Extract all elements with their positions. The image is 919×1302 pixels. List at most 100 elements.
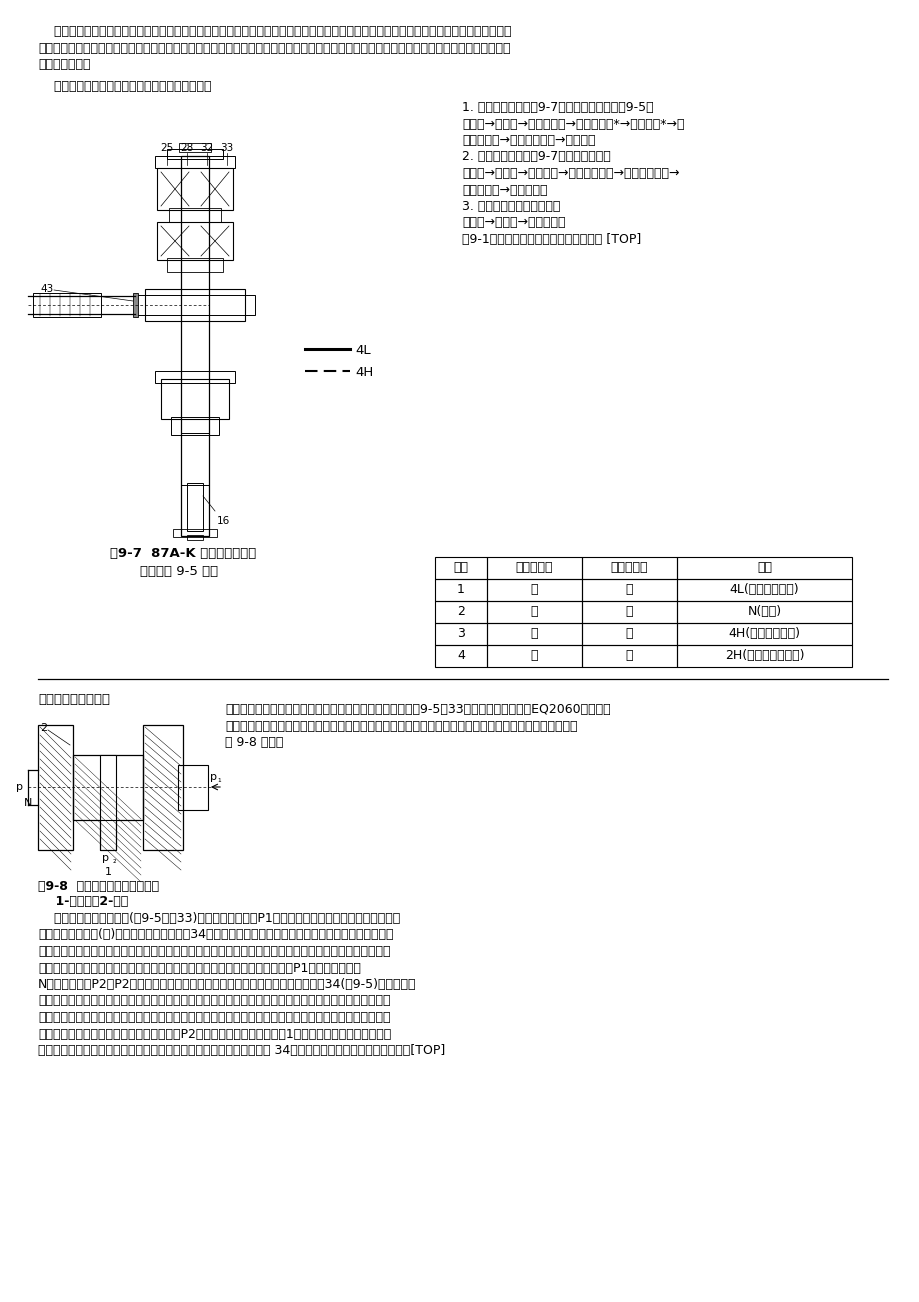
Bar xyxy=(676,622,851,644)
Bar xyxy=(582,644,676,667)
Bar xyxy=(435,622,486,644)
Text: 1. 四轮低速时（见图9-7中粗线所示标号同图9-5）: 1. 四轮低速时（见图9-7中粗线所示标号同图9-5） xyxy=(461,102,652,115)
Bar xyxy=(676,557,851,579)
Text: 1-接合套；2-锁销: 1-接合套；2-锁销 xyxy=(38,894,128,907)
Text: 4H: 4H xyxy=(355,366,373,379)
Text: N(空档): N(空档) xyxy=(746,605,781,618)
Text: 4H(四轮高速驱动): 4H(四轮高速驱动) xyxy=(728,628,800,641)
Bar xyxy=(582,579,676,602)
Text: 同步器位置: 同步器位置 xyxy=(610,561,648,574)
Text: 图9-7  87A-K 分动器传动路线: 图9-7 87A-K 分动器传动路线 xyxy=(110,547,256,560)
Text: 16: 16 xyxy=(217,516,230,526)
Bar xyxy=(486,602,582,622)
Bar xyxy=(142,725,183,850)
Text: 4L: 4L xyxy=(355,344,370,357)
Text: 中: 中 xyxy=(530,605,538,618)
Text: p: p xyxy=(210,772,217,783)
Text: 同步器为惯性锁销式。它是惯性同步器的一种，其结构如图9-5中33所示，其结构类同于EQ2060变速器的: 同步器为惯性锁销式。它是惯性同步器的一种，其结构如图9-5中33所示，其结构类同… xyxy=(225,703,610,716)
Bar xyxy=(179,143,210,152)
Bar xyxy=(38,725,73,850)
Bar xyxy=(167,148,222,159)
Bar xyxy=(100,820,116,850)
Text: 档位: 档位 xyxy=(756,561,771,574)
Text: 43: 43 xyxy=(40,284,53,294)
Text: 中间轴齿轮→前输出轴。: 中间轴齿轮→前输出轴。 xyxy=(461,184,547,197)
Bar xyxy=(486,557,582,579)
Text: 同步器。主要区别在于它只有一个锥环和一个锥盘，只有向后单向同步作用，向前为分离状态。其工作原理: 同步器。主要区别在于它只有一个锥环和一个锥盘，只有向后单向同步作用，向前为分离状… xyxy=(225,720,577,733)
Text: 同步过程为：当接合套(图9-5中，33)受到拨叉轴向推力P1作用时，通过定位销，推动接合套右侧: 同步过程为：当接合套(图9-5中，33)受到拨叉轴向推力P1作用时，通过定位销，… xyxy=(38,911,400,924)
Bar xyxy=(145,289,244,322)
Bar xyxy=(435,579,486,602)
Bar xyxy=(169,208,221,223)
Bar xyxy=(676,644,851,667)
Text: 轮驱动齿轮→惯性式同步器→后输出轴: 轮驱动齿轮→惯性式同步器→后输出轴 xyxy=(461,134,595,147)
Text: 输入轴→套合器→后输出轴。: 输入轴→套合器→后输出轴。 xyxy=(461,216,565,229)
Text: 表9-1：结合套和同步器配合的四种工况 [TOP]: 表9-1：结合套和同步器配合的四种工况 [TOP] xyxy=(461,233,641,246)
Bar xyxy=(171,417,219,435)
Text: 后: 后 xyxy=(625,605,632,618)
Bar xyxy=(582,557,676,579)
Bar xyxy=(177,766,208,810)
Text: 后: 后 xyxy=(625,628,632,641)
Bar xyxy=(135,296,255,315)
Bar xyxy=(73,755,142,820)
Text: 分动器两轮或四轮驱动时扭矩的传递路线如下：: 分动器两轮或四轮驱动时扭矩的传递路线如下： xyxy=(38,81,211,94)
Bar xyxy=(187,535,203,540)
Bar xyxy=(161,379,229,419)
Text: 的摩擦锥环，向后(右)移动，使这与摩擦锥盘34接触。具有转速差的摩擦锥环与摩擦锥盘一经接触，由于: 的摩擦锥环，向后(右)移动，使这与摩擦锥盘34接触。具有转速差的摩擦锥环与摩擦锥… xyxy=(38,928,393,941)
Text: 前: 前 xyxy=(625,648,632,661)
Bar xyxy=(435,602,486,622)
Text: 前: 前 xyxy=(530,583,538,596)
Bar xyxy=(167,258,222,272)
Bar xyxy=(582,602,676,622)
Text: 2: 2 xyxy=(40,723,47,733)
Text: 2H(两轮高速档驱动): 2H(两轮高速档驱动) xyxy=(724,648,803,661)
Text: 4: 4 xyxy=(457,648,464,661)
Text: 3: 3 xyxy=(457,628,464,641)
Text: 情况: 情况 xyxy=(453,561,468,574)
Text: 接合套位置: 接合套位置 xyxy=(516,561,552,574)
Text: 1: 1 xyxy=(457,583,464,596)
Text: 32: 32 xyxy=(200,143,213,154)
Text: 后: 后 xyxy=(530,648,538,661)
Text: 后: 后 xyxy=(530,628,538,641)
Text: 套及其有关机件减速，便产生一个与旋转方向相同的惯性力矩，此惯性力矩，通过摩擦锥面以及摩擦力矩的: 套及其有关机件减速，便产生一个与旋转方向相同的惯性力矩，此惯性力矩，通过摩擦锥面… xyxy=(38,995,390,1008)
Text: 3. 两轮驱动（只有高速档）: 3. 两轮驱动（只有高速档） xyxy=(461,201,560,214)
Bar xyxy=(154,371,234,383)
Text: 输出轴→套合器→后输出轴→惯性式同步器→四轮驱动齿轮→: 输出轴→套合器→后输出轴→惯性式同步器→四轮驱动齿轮→ xyxy=(461,167,679,180)
Text: p: p xyxy=(16,783,23,792)
Bar xyxy=(486,579,582,602)
Text: N: N xyxy=(24,798,32,809)
Bar xyxy=(181,156,209,536)
Text: 2: 2 xyxy=(457,605,464,618)
Text: ₂: ₂ xyxy=(113,855,117,865)
Bar xyxy=(157,223,233,260)
Text: 件，换档困难。: 件，换档困难。 xyxy=(38,59,90,72)
Text: 形式传递到锁销上，阻止接合套相对锁销后移，从而防止了在同步之前接合套与齿圈进入啮合，引起冲击。: 形式传递到锁销上，阻止接合套相对锁销后移，从而防止了在同步之前接合套与齿圈进入啮… xyxy=(38,1010,390,1023)
Text: 图 9-8 所示。: 图 9-8 所示。 xyxy=(225,736,283,749)
Text: 四轮驱动工况的变换。由于高低档是采用接合套变换，因此必须在车辆完全静止时进行。否则，会产生强烈套合器冲击及噪声，甚至损坏有关另: 四轮驱动工况的变换。由于高低档是采用接合套变换，因此必须在车辆完全静止时进行。否… xyxy=(38,42,510,55)
Bar xyxy=(133,293,138,316)
Bar xyxy=(157,168,233,210)
Bar xyxy=(33,293,101,316)
Text: 25: 25 xyxy=(160,143,174,154)
Text: 1: 1 xyxy=(105,867,111,878)
Text: 33: 33 xyxy=(221,143,233,154)
Bar xyxy=(435,644,486,667)
Bar xyxy=(676,602,851,622)
Text: （图注与 9-5 同）: （图注与 9-5 同） xyxy=(140,565,218,578)
Text: N及其径向分力P2，P2便形成了一个力图拨动锁销顺时方向旋转的力矩。摩擦锥盘34(图9-5)加速，接合: N及其径向分力P2，P2便形成了一个力图拨动锁销顺时方向旋转的力矩。摩擦锥盘34… xyxy=(38,978,416,991)
Text: 图9-8  锁销式同步器的工作原理: 图9-8 锁销式同步器的工作原理 xyxy=(38,880,159,893)
Text: 2. 四轮高速时（见图9-7中粗虚线所示）: 2. 四轮高速时（见图9-7中粗虚线所示） xyxy=(461,151,610,164)
Text: 摩擦作用，锥环连同锁销相对于接合套转过一个角度，锁销与接合套相应销孔产生相对偏移而不同心，致使: 摩擦作用，锥环连同锁销相对于接合套转过一个角度，锁销与接合套相应销孔产生相对偏移… xyxy=(38,945,390,958)
Bar xyxy=(181,434,209,486)
Text: p: p xyxy=(102,853,109,863)
Text: 惯性同步器仅用于高速档时后轮驱动的接合，低速档时同步器断开后轮由高低档接合套传递动力。因此允许车辆行驶中实施高速两轮或高速: 惯性同步器仅用于高速档时后轮驱动的接合，低速档时同步器断开后轮由高低档接合套传递… xyxy=(38,25,511,38)
Text: 锁销锥面与接合套锁孔锁止锥面接触，这时驾驶员通过拨叉纵向施加的轴向力P1产生一个正压力: 锁销锥面与接合套锁孔锁止锥面接触，这时驾驶员通过拨叉纵向施加的轴向力P1产生一个… xyxy=(38,961,360,974)
Bar xyxy=(486,622,582,644)
Bar xyxy=(100,755,116,850)
Text: 28: 28 xyxy=(180,143,193,154)
Bar xyxy=(486,644,582,667)
Bar xyxy=(173,529,217,536)
Text: 接合套的相应孔对中，接合套才能沿锁销移动，从而与待啮合的摩擦盘 34上齿圈啮合，完成无冲击换档过程。[TOP]: 接合套的相应孔对中，接合套才能沿锁销移动，从而与待啮合的摩擦盘 34上齿圈啮合，… xyxy=(38,1044,445,1057)
